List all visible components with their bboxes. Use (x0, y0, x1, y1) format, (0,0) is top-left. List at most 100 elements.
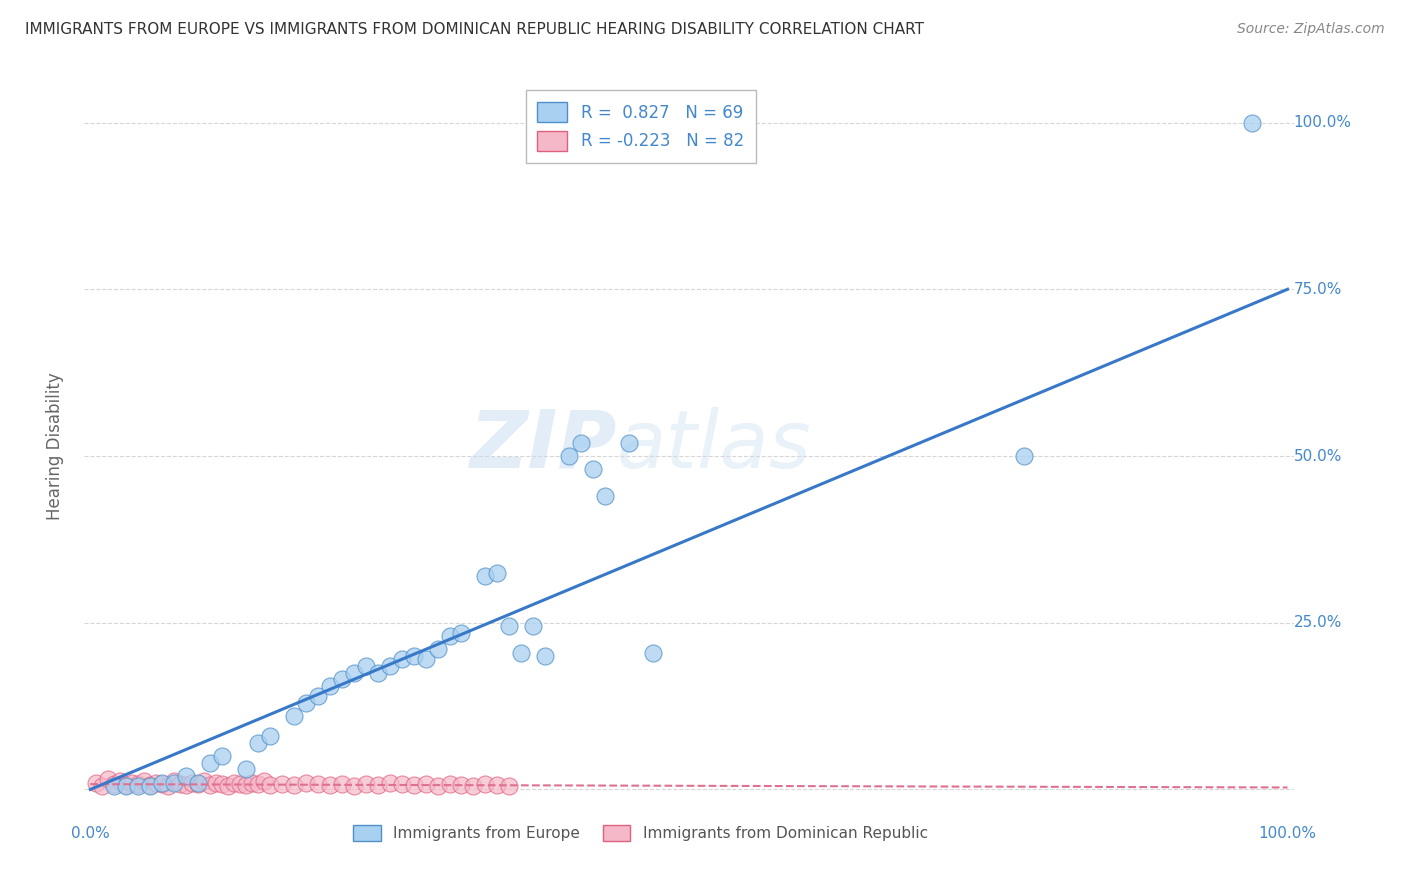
Point (486, 566, 509, 580)
Point (187, 776, 209, 790)
Point (617, 435, 640, 450)
Point (439, 777, 461, 791)
Point (354, 777, 377, 791)
Point (498, 779, 520, 793)
Point (486, 779, 509, 793)
Point (115, 779, 138, 793)
Point (86, 776, 108, 790)
Point (343, 665, 366, 680)
Point (150, 777, 173, 791)
Point (163, 776, 186, 790)
Point (187, 777, 209, 791)
Point (174, 779, 197, 793)
Point (450, 779, 472, 793)
Point (1240, 115, 1263, 129)
Point (283, 709, 305, 723)
Point (150, 776, 173, 790)
Point (378, 776, 401, 790)
Point (235, 763, 257, 777)
Point (593, 489, 616, 503)
Point (211, 749, 233, 764)
Text: ZIP: ZIP (470, 407, 616, 485)
Point (127, 779, 149, 793)
Point (134, 774, 156, 789)
Point (157, 779, 180, 793)
Point (439, 629, 461, 643)
Point (222, 776, 245, 790)
Point (641, 646, 664, 660)
Point (402, 779, 425, 793)
Point (259, 729, 281, 743)
Point (246, 777, 269, 791)
Point (391, 777, 413, 791)
Point (169, 777, 191, 791)
Point (193, 774, 215, 789)
Point (103, 779, 125, 793)
Point (217, 779, 239, 793)
Point (450, 625, 472, 640)
Point (330, 777, 353, 791)
Point (139, 779, 162, 793)
Point (319, 679, 342, 693)
Point (270, 777, 292, 791)
Point (235, 779, 257, 793)
Point (522, 619, 544, 633)
Point (558, 449, 581, 463)
Text: Source: ZipAtlas.com: Source: ZipAtlas.com (1237, 22, 1385, 37)
Point (391, 652, 413, 666)
Point (295, 696, 318, 710)
Point (283, 779, 305, 793)
Point (463, 779, 485, 793)
Point (307, 777, 329, 791)
Point (259, 779, 281, 793)
Point (174, 769, 197, 783)
Point (367, 665, 389, 680)
Point (330, 673, 353, 687)
Text: 100.0%: 100.0% (1258, 826, 1316, 841)
Point (91, 779, 114, 793)
Text: 50.0%: 50.0% (1294, 449, 1341, 464)
Point (367, 779, 389, 793)
Text: 100.0%: 100.0% (1294, 115, 1351, 130)
Point (139, 779, 162, 793)
Text: atlas: atlas (616, 407, 811, 485)
Point (415, 777, 437, 791)
Point (582, 462, 605, 476)
Legend: Immigrants from Europe, Immigrants from Dominican Republic: Immigrants from Europe, Immigrants from … (346, 817, 935, 848)
Point (307, 689, 329, 703)
Point (510, 646, 533, 660)
Point (474, 569, 496, 583)
Point (198, 756, 221, 770)
Point (145, 776, 167, 790)
Text: 25.0%: 25.0% (1294, 615, 1341, 631)
Point (426, 779, 449, 793)
Point (115, 779, 138, 793)
Point (163, 774, 186, 789)
Point (253, 774, 276, 789)
Point (205, 776, 228, 790)
Point (211, 777, 233, 791)
Point (354, 659, 377, 673)
Point (319, 779, 342, 793)
Point (569, 435, 592, 450)
Point (181, 776, 204, 790)
Point (415, 652, 437, 666)
Point (246, 736, 269, 750)
Point (534, 649, 557, 664)
Text: 0.0%: 0.0% (70, 826, 110, 841)
Point (498, 619, 520, 633)
Y-axis label: Hearing Disability: Hearing Disability (45, 372, 63, 520)
Point (378, 659, 401, 673)
Point (1012, 449, 1035, 463)
Text: 75.0%: 75.0% (1294, 282, 1341, 297)
Point (127, 777, 149, 791)
Point (121, 776, 143, 790)
Point (198, 779, 221, 793)
Point (229, 777, 252, 791)
Point (426, 642, 449, 657)
Point (110, 774, 132, 789)
Point (97, 772, 120, 787)
Point (240, 776, 263, 790)
Point (402, 649, 425, 664)
Point (343, 779, 366, 793)
